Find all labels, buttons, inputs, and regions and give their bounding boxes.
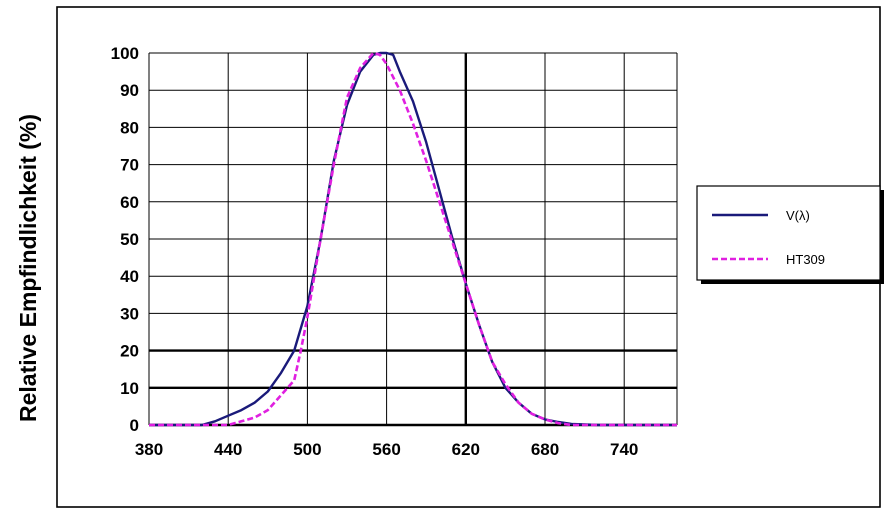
x-tick-label: 620 <box>452 440 480 459</box>
y-tick-label: 70 <box>120 156 139 175</box>
x-tick-label: 380 <box>135 440 163 459</box>
y-tick-label: 90 <box>120 81 139 100</box>
legend-box <box>696 185 881 281</box>
x-tick-label: 740 <box>610 440 638 459</box>
y-tick-label: 60 <box>120 193 139 212</box>
legend-label: V(λ) <box>786 208 810 223</box>
y-tick-label: 30 <box>120 304 139 323</box>
y-tick-label: 50 <box>120 230 139 249</box>
y-tick-label: 80 <box>120 118 139 137</box>
y-axis-ticks: 0 10 20 30 40 50 60 70 80 90 100 <box>111 44 139 435</box>
legend-label: HT309 <box>786 252 825 267</box>
x-tick-label: 560 <box>372 440 400 459</box>
y-tick-label: 40 <box>120 267 139 286</box>
y-tick-label: 0 <box>130 416 139 435</box>
series-layer <box>149 51 677 427</box>
y-tick-label: 20 <box>120 342 139 361</box>
y-tick-label: 10 <box>120 379 139 398</box>
y-axis-label: Relative Empfindlichkeit (%) <box>15 114 41 422</box>
x-tick-label: 440 <box>214 440 242 459</box>
y-tick-label: 100 <box>111 44 139 63</box>
x-tick-label: 680 <box>531 440 559 459</box>
x-tick-label: 500 <box>293 440 321 459</box>
x-axis-ticks: 380 440 500 560 620 680 740 <box>135 440 639 459</box>
legend: V(λ) HT309 <box>696 185 884 284</box>
series-line-ht309 <box>149 51 677 427</box>
